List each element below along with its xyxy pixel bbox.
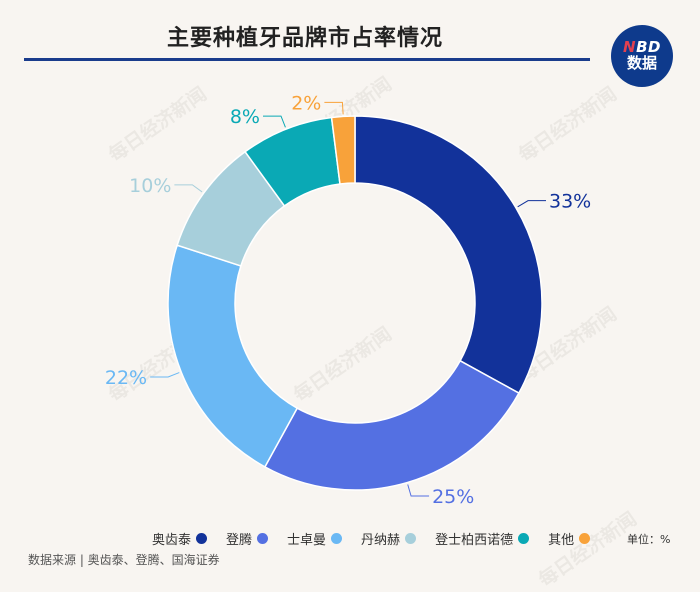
leader-line-6 [324,101,344,115]
legend-label: 奥齿泰 [152,533,192,548]
leader-line-2 [407,484,430,497]
chart-legend: 奥齿泰 登腾 士卓曼 丹纳赫 登士柏西诺德 其他 [152,529,609,548]
legend-swatch [405,533,417,544]
leader-line-4 [174,184,203,193]
nbd-logo: NBD 数据 [611,25,673,87]
leader-line-5 [263,115,286,128]
source-note: 数据来源 | 奥齿泰、登腾、国海证券 [28,553,220,567]
legend-item: 士卓曼 [287,529,343,548]
legend-label: 登士柏西诺德 [435,533,514,548]
legend-swatch [257,533,269,544]
data-label-4: 10% [129,175,171,197]
legend-item: 登腾 [226,529,269,548]
donut-slice-6 [330,115,356,185]
legend-item: 其他 [548,529,591,548]
data-label-2: 25% [432,486,474,508]
legend-swatch [331,533,343,544]
title-underline [24,58,590,61]
logo-subtitle: 数据 [626,54,657,72]
legend-item: 奥齿泰 [152,529,208,548]
legend-label: 士卓曼 [287,533,327,548]
data-label-3: 22% [105,367,147,389]
legend-label: 登腾 [226,533,253,548]
legend-swatch [196,533,208,544]
legend-swatch [518,533,530,544]
data-label-6: 2% [291,92,321,114]
leader-line-3 [150,372,180,378]
legend-item: 登士柏西诺德 [435,529,530,548]
legend-label: 其他 [548,533,575,548]
chart-title: 主要种植牙品牌市占率情况 [166,26,443,51]
data-label-1: 33% [549,191,591,213]
donut-chart: 33% 25% 22% 10% 8% 2% [105,92,591,508]
legend-swatch [579,533,591,544]
logo-letter-n: N [623,38,637,57]
donut-slice-2 [263,359,520,491]
unit-label: 单位：% [627,533,671,546]
logo-letters: BD [636,38,661,57]
donut-slice-3 [167,244,299,468]
donut-slice-1 [354,115,543,395]
data-label-5: 8% [230,106,260,128]
leader-line-1 [517,200,547,208]
legend-item: 丹纳赫 [361,529,417,548]
legend-label: 丹纳赫 [361,533,401,548]
